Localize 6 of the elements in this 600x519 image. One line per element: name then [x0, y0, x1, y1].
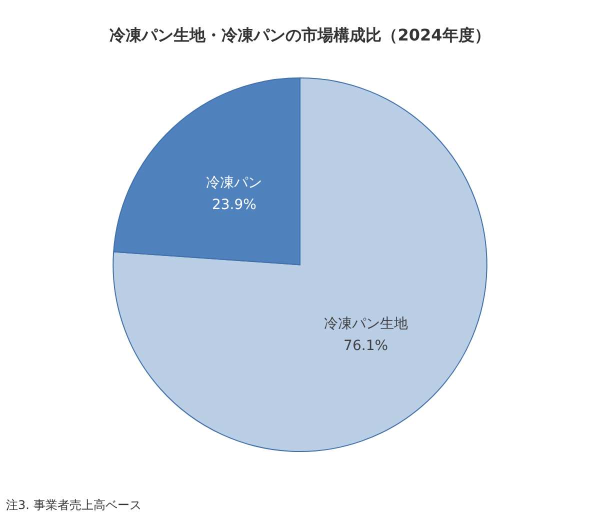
- slice-label: 冷凍パン生地: [324, 316, 408, 332]
- chart-title: 冷凍パン生地・冷凍パンの市場構成比（2024年度）: [110, 26, 490, 44]
- data-label: 23.9%: [212, 197, 256, 214]
- slice-label: 冷凍パン: [206, 175, 262, 192]
- text: 注3. 事業者売上高ベース: [6, 498, 142, 512]
- data-label: 76.1%: [344, 338, 388, 354]
